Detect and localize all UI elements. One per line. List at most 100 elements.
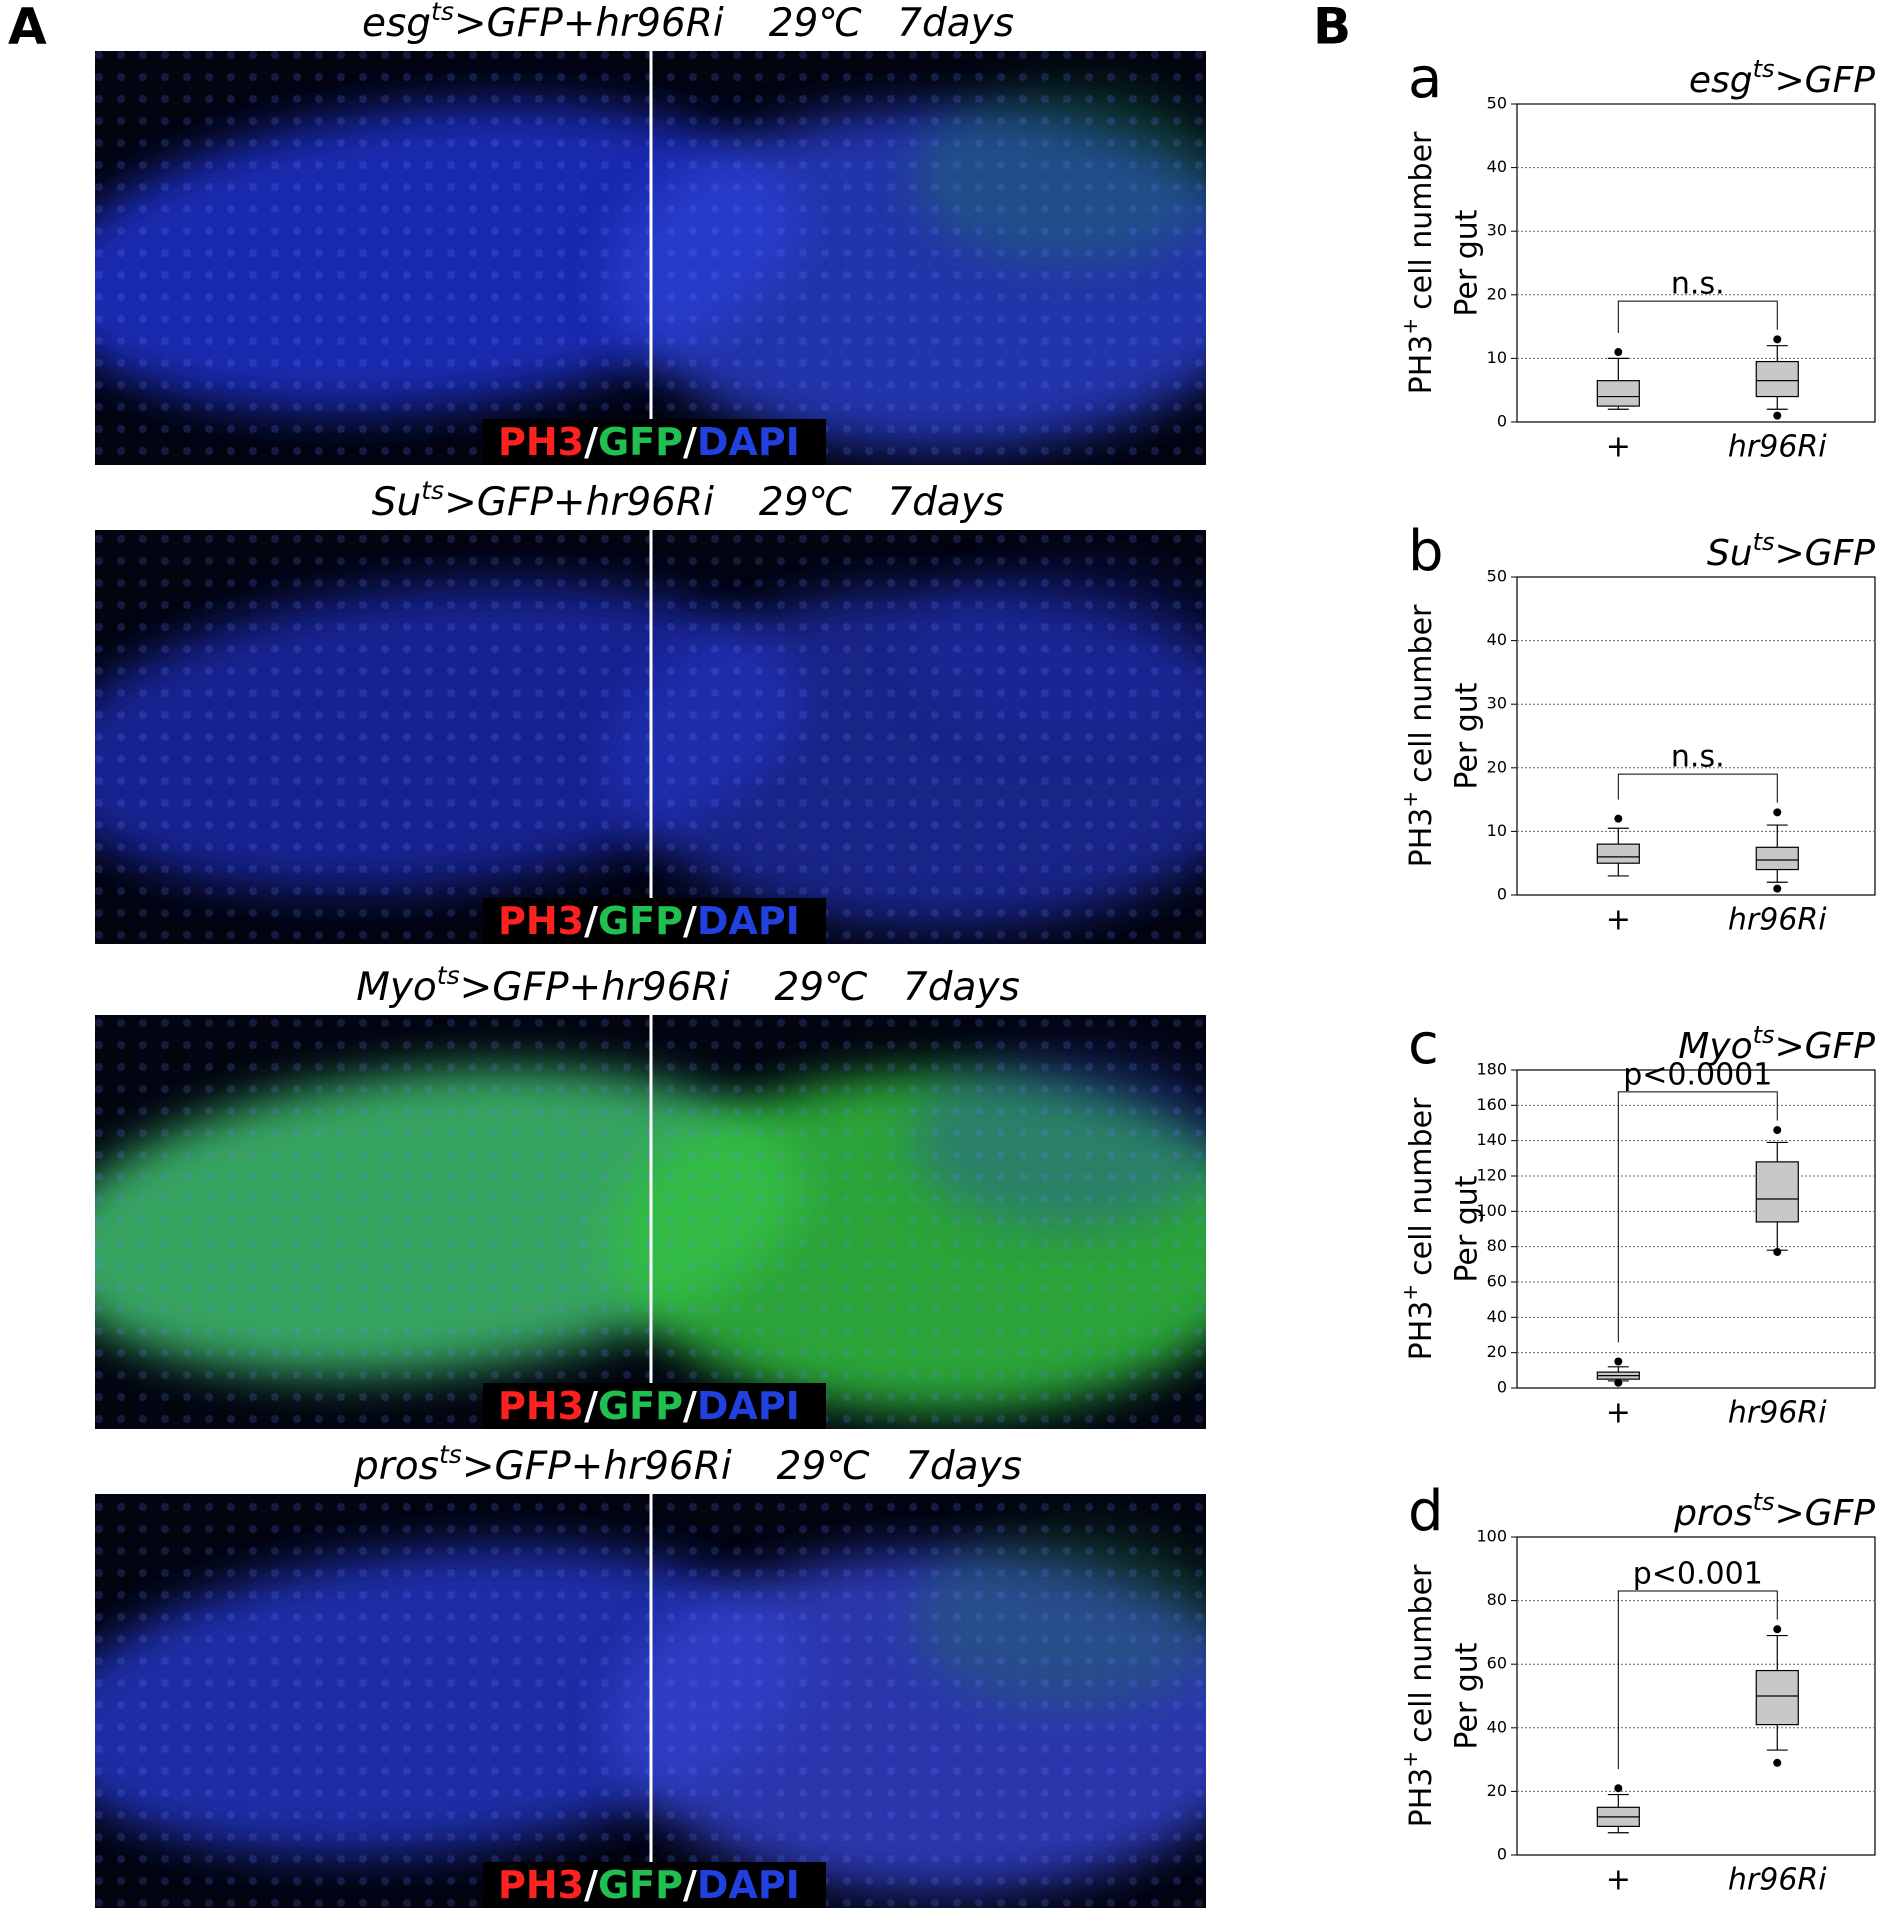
- y-tick-label: 0: [1497, 885, 1507, 904]
- outlier: [1773, 1247, 1782, 1256]
- chart-title: esgts>GFP: [1689, 55, 1875, 101]
- micrograph: Myots>GFP+hr96Ri 29℃ 7days PH3/GFP/DAPI: [95, 961, 1206, 1429]
- label: cell number: [1404, 604, 1439, 783]
- outlier: [1773, 1126, 1782, 1135]
- construct: >GFP+hr96Ri: [462, 1444, 732, 1489]
- label: cell number: [1404, 1097, 1439, 1276]
- x-tick-label: +: [1606, 1396, 1631, 1431]
- outlier: [1773, 808, 1782, 817]
- annotation: n.s.: [1671, 740, 1725, 775]
- superscript: +: [1398, 1284, 1422, 1301]
- stain-label: PH3/GFP/DAPI: [498, 1384, 800, 1428]
- separator: /: [683, 899, 697, 943]
- stain-name: GFP: [598, 420, 683, 464]
- temperature: 29℃: [759, 480, 853, 525]
- outlier: [1773, 1625, 1782, 1634]
- x-tick-label: hr96Ri: [1728, 903, 1827, 938]
- y-tick-label: 40: [1487, 157, 1507, 176]
- x-tick-label: +: [1606, 1863, 1631, 1898]
- separator: /: [683, 1863, 697, 1907]
- construct: >GFP: [1775, 1026, 1876, 1067]
- y-tick-label: 120: [1476, 1166, 1507, 1185]
- y-axis-label: Per gut: [1450, 209, 1485, 316]
- label: PH3: [1404, 1768, 1439, 1828]
- annotation: n.s.: [1671, 267, 1725, 302]
- plot-area: [1516, 576, 1876, 896]
- temperature: 29℃: [777, 1444, 871, 1489]
- chart-title: prosts>GFP: [1673, 1488, 1875, 1534]
- superscript: ts: [1753, 1488, 1775, 1516]
- construct: >GFP+hr96Ri: [444, 480, 714, 525]
- genotype: pros: [1673, 1493, 1752, 1534]
- y-axis-label: PH3+ cell number: [1398, 131, 1439, 394]
- superscript: ts: [1753, 528, 1775, 556]
- superscript: ts: [431, 0, 454, 26]
- stain-background: [483, 1862, 826, 1908]
- box: [1755, 1161, 1799, 1223]
- outlier: [1773, 884, 1782, 893]
- x-tick-label: hr96Ri: [1728, 1863, 1827, 1898]
- outlier: [1773, 335, 1782, 344]
- superscript: +: [1398, 791, 1422, 808]
- stain-name: GFP: [598, 1863, 683, 1907]
- y-tick-label: 30: [1487, 694, 1507, 713]
- stain-background: [483, 419, 826, 465]
- separator: /: [584, 420, 598, 464]
- plot-area: [1516, 103, 1876, 423]
- box: [1596, 380, 1640, 407]
- y-tick-label: 20: [1487, 1342, 1507, 1361]
- separator: /: [683, 1384, 697, 1428]
- construct: >GFP+hr96Ri: [454, 1, 724, 46]
- construct: >GFP: [1775, 1493, 1876, 1534]
- y-tick-label: 50: [1487, 94, 1507, 113]
- box: [1755, 846, 1799, 871]
- y-axis-label: PH3+ cell number: [1398, 1564, 1439, 1827]
- y-axis-label: Per gut: [1450, 682, 1485, 789]
- separator: /: [683, 420, 697, 464]
- stain-background: [483, 1383, 826, 1429]
- genotype: pros: [353, 1444, 439, 1489]
- box-plot: 0 20 40 60 80 100 120 140 160 180 + hr96Ri p<0.0001 c…: [1398, 1012, 1876, 1431]
- y-tick-label: 160: [1476, 1095, 1507, 1114]
- x-tick-label: hr96Ri: [1728, 1396, 1827, 1431]
- box: [1755, 360, 1799, 398]
- panel-letter: a: [1408, 46, 1442, 111]
- stain-label: PH3/GFP/DAPI: [498, 899, 800, 943]
- panel-letter: b: [1408, 519, 1444, 584]
- outlier: [1614, 814, 1623, 823]
- outlier: [1773, 1758, 1782, 1767]
- bracket: [1617, 300, 1778, 333]
- genotype: esg: [1689, 60, 1753, 101]
- image-title: Myots>GFP+hr96Ri 29℃ 7days: [356, 961, 1020, 1010]
- x-tick-label: +: [1606, 903, 1631, 938]
- image-title: Suts>GFP+hr96Ri 29℃ 7days: [372, 476, 1004, 525]
- stain-label: PH3/GFP/DAPI: [498, 1863, 800, 1907]
- stain-name: PH3: [498, 1863, 584, 1907]
- y-tick-label: 0: [1497, 412, 1507, 431]
- panel-label: B: [1313, 0, 1351, 56]
- separator: /: [584, 1863, 598, 1907]
- stain-name: PH3: [498, 899, 584, 943]
- box-plot: 0 20 40 60 80 100 + hr96Ri p<0.001 d prosts>GFP PH3…: [1398, 1479, 1876, 1898]
- superscript: ts: [1753, 1021, 1775, 1049]
- y-tick-label: 50: [1487, 567, 1507, 586]
- superscript: ts: [439, 1440, 462, 1469]
- bracket: [1617, 1091, 1778, 1343]
- y-tick-label: 20: [1487, 757, 1507, 776]
- y-tick-label: 10: [1487, 348, 1507, 367]
- bracket: [1617, 1590, 1778, 1770]
- superscript: ts: [421, 476, 444, 505]
- label: cell number: [1404, 1564, 1439, 1743]
- stain-name: GFP: [598, 1384, 683, 1428]
- panel-letter: d: [1408, 1479, 1444, 1544]
- panel-letter: c: [1408, 1012, 1439, 1077]
- image-title: prosts>GFP+hr96Ri 29℃ 7days: [353, 1440, 1022, 1489]
- y-tick-label: 30: [1487, 221, 1507, 240]
- outlier: [1614, 1784, 1623, 1793]
- superscript: +: [1398, 318, 1422, 335]
- stain-name: GFP: [598, 899, 683, 943]
- construct: >GFP: [1775, 60, 1876, 101]
- label: cell number: [1404, 131, 1439, 310]
- panel-label: A: [8, 0, 47, 56]
- y-tick-label: 0: [1497, 1378, 1507, 1397]
